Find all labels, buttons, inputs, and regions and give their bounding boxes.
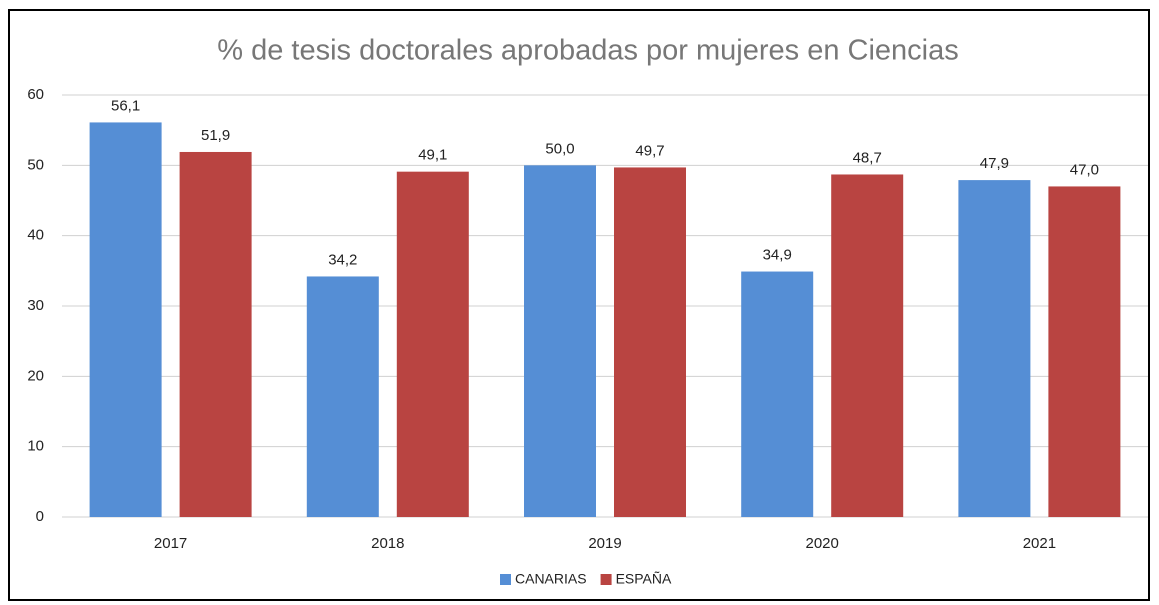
- y-tick-label: 0: [36, 508, 44, 525]
- bar: [831, 174, 904, 517]
- legend-swatch: [500, 574, 511, 585]
- bar: [741, 271, 814, 517]
- data-label: 34,9: [763, 247, 792, 264]
- bar: [179, 151, 252, 517]
- y-tick-label: 50: [27, 156, 44, 173]
- bar: [614, 167, 686, 517]
- data-label: 34,2: [328, 251, 357, 268]
- x-tick-label: 2019: [588, 535, 621, 552]
- y-tick-label: 10: [27, 438, 44, 455]
- bar: [89, 122, 162, 518]
- legend-label: CANARIAS: [515, 571, 587, 587]
- data-label: 47,9: [980, 155, 1009, 172]
- bar: [524, 165, 596, 518]
- data-label: 47,0: [1070, 161, 1099, 178]
- x-tick-label: 2017: [154, 535, 187, 552]
- data-label: 56,1: [111, 97, 140, 114]
- legend-swatch: [600, 574, 612, 585]
- data-label: 48,7: [853, 149, 882, 166]
- y-tick-label: 20: [27, 367, 44, 384]
- bar: [958, 180, 1031, 517]
- data-label: 51,9: [201, 127, 230, 144]
- chart-title: % de tesis doctorales aprobadas por muje…: [217, 35, 959, 67]
- bar: [306, 276, 379, 517]
- legend-label: ESPAÑA: [616, 571, 672, 587]
- y-tick-label: 60: [27, 86, 44, 103]
- data-label: 50,0: [545, 140, 574, 157]
- x-tick-label: 2018: [371, 535, 404, 552]
- x-tick-label: 2021: [1023, 535, 1056, 552]
- y-tick-label: 30: [27, 297, 44, 314]
- data-label: 49,1: [418, 147, 447, 164]
- x-tick-label: 2020: [806, 535, 839, 552]
- y-tick-label: 40: [27, 227, 44, 244]
- data-label: 49,7: [635, 142, 664, 159]
- bar: [1048, 186, 1121, 517]
- bar: [396, 171, 469, 517]
